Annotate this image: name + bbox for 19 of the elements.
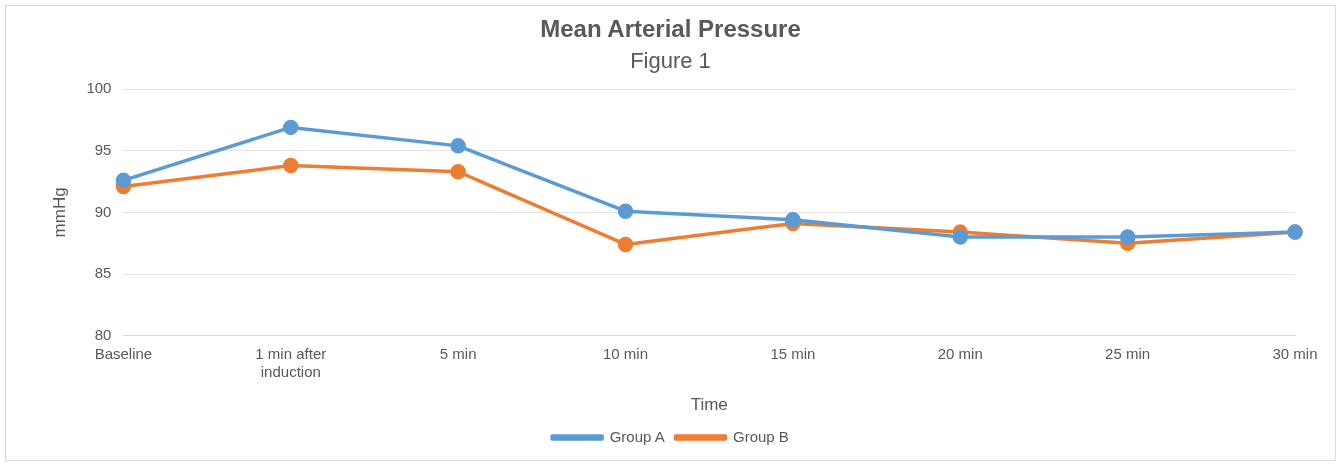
y-tick-label: 85	[94, 264, 112, 282]
y-tick-label: 90	[94, 202, 112, 220]
x-tick-label: 30 min	[1272, 344, 1318, 362]
x-tick-label: 5 min	[439, 344, 477, 362]
x-tick-label: Baseline	[94, 344, 153, 362]
x-axis-title: Time	[690, 395, 728, 415]
x-tick-label: 20 min	[937, 344, 983, 362]
chart-title: Mean Arterial Pressure	[540, 15, 801, 43]
y-tick-label: 100	[86, 79, 112, 97]
y-tick-label: 95	[94, 140, 112, 158]
legend-label: Group A	[609, 427, 665, 445]
y-axis-title: mmHg	[49, 187, 69, 238]
y-tick-label: 80	[94, 325, 112, 343]
chart-subtitle: Figure 1	[630, 48, 711, 74]
x-tick-label: 15 min	[770, 344, 816, 362]
legend-label: Group B	[733, 427, 789, 445]
x-tick-label: 10 min	[603, 344, 649, 362]
x-tick-label: 25 min	[1105, 344, 1151, 362]
x-tick-label: 1 min after induction	[255, 344, 327, 380]
